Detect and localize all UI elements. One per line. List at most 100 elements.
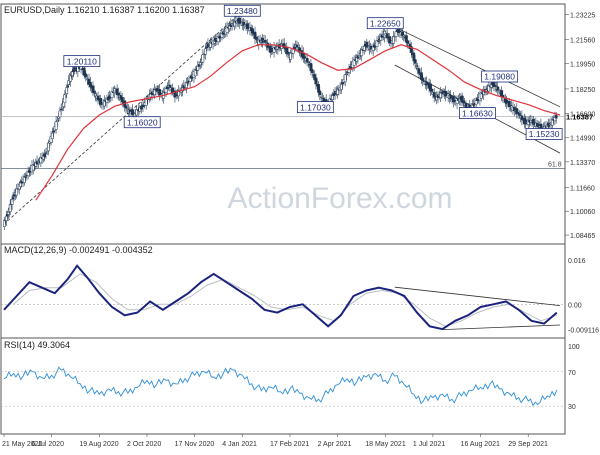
- annotation-label: 1.16020: [127, 117, 158, 127]
- candle-body: [50, 132, 54, 140]
- annotation-box: [223, 4, 261, 17]
- candle-body: [286, 51, 290, 55]
- candle-body: [464, 103, 468, 109]
- annotation-label: 1.16630: [462, 108, 493, 118]
- candle-body: [307, 61, 310, 64]
- annotation-label: 1.20110: [67, 56, 97, 66]
- candle-body: [319, 96, 323, 99]
- candle-body: [124, 105, 128, 109]
- x-axis-label: 4 Jan 2021: [222, 441, 257, 448]
- price-axis-label: 1.11660: [570, 185, 595, 192]
- candle-body: [43, 153, 47, 158]
- rsi-axis-label: 70: [568, 370, 576, 377]
- annotation-label: 1.17030: [300, 102, 331, 112]
- candle-body: [186, 82, 189, 84]
- candle-body: [24, 176, 27, 178]
- candle-body: [343, 74, 347, 83]
- candle-body: [138, 107, 142, 112]
- annotation-label: 1.23480: [227, 6, 258, 16]
- rsi-axis-label: 30: [568, 404, 576, 411]
- candle-body: [385, 33, 389, 39]
- candle-body: [406, 40, 409, 44]
- candle-body: [554, 115, 558, 119]
- candle-body: [164, 88, 168, 94]
- candle-body: [11, 197, 15, 200]
- x-axis-label: 2 Oct 2020: [127, 441, 161, 448]
- price-axis-label: 1.16600: [570, 112, 595, 119]
- candle-body: [120, 97, 124, 103]
- annotation-label: 1.15230: [529, 129, 560, 139]
- candle-body: [314, 77, 318, 85]
- candle-body: [430, 88, 433, 92]
- candle-body: [496, 86, 500, 91]
- candle-body: [135, 109, 138, 116]
- candle-body: [394, 31, 398, 37]
- price-annotation: 1.20110: [63, 55, 101, 68]
- price-annotation: 1.22650: [366, 17, 404, 30]
- candle-body: [421, 77, 425, 81]
- candle-body: [345, 73, 348, 76]
- annotation-box: [525, 128, 563, 140]
- candle-body: [196, 65, 200, 71]
- x-axis-label: 19 Aug 2020: [79, 441, 118, 448]
- price-annotation: 1.16020: [123, 116, 161, 129]
- x-axis-label: 18 May 2021: [365, 441, 406, 448]
- candle-body: [341, 82, 345, 85]
- price-annotation: 1.15230: [525, 128, 563, 140]
- price-annotation: 1.19080: [481, 70, 519, 83]
- candle-body: [92, 90, 96, 94]
- candle-body: [59, 108, 63, 111]
- rsi-line: [3, 366, 558, 407]
- x-axis-label: 17 Feb 2021: [270, 441, 309, 448]
- price-panel-header: EURUSD,Daily 1.16210 1.16387 1.16200 1.1…: [4, 5, 205, 15]
- rsi-axis-label: 100: [568, 344, 580, 351]
- candle-body: [432, 92, 436, 98]
- annotation-label: 1.22650: [370, 18, 401, 28]
- candle-body: [96, 95, 100, 101]
- macd-axis-label: 0.00: [568, 302, 582, 309]
- fib-618-label: 61.8: [548, 162, 562, 169]
- annotation-box: [366, 17, 404, 30]
- candle-body: [413, 59, 417, 64]
- annotation-box: [481, 70, 519, 83]
- candle-body: [171, 87, 174, 93]
- price-axis-label: 1.13370: [570, 160, 595, 167]
- candle-body: [415, 65, 418, 67]
- candle-body: [305, 58, 309, 63]
- x-axis-label: 1 Jul 2021: [413, 441, 445, 448]
- price-annotation: 1.17030: [296, 101, 334, 114]
- candle-body: [84, 73, 88, 78]
- candle-body: [218, 36, 221, 39]
- candle-body: [517, 113, 521, 116]
- candle-body: [140, 105, 143, 110]
- macd-panel-header: MACD(12,26,9) -0.002491 -0.004352: [4, 245, 153, 255]
- x-axis-label: 16 Aug 2021: [461, 441, 500, 448]
- candle-body: [472, 103, 475, 106]
- x-axis-label: 6 Jul 2020: [32, 441, 64, 448]
- watermark-text: ActionForex.com: [227, 182, 452, 215]
- annotation-label: 1.19080: [484, 72, 515, 82]
- candle-body: [295, 44, 299, 48]
- macd-signal-line: [13, 273, 557, 327]
- macd-line: [3, 264, 558, 331]
- current-price-label: 1.16387: [566, 113, 593, 122]
- annotation-box: [458, 107, 496, 119]
- price-annotation: 1.16630: [458, 107, 496, 119]
- candle-body: [417, 68, 421, 74]
- price-axis-label: 1.23225: [570, 13, 595, 20]
- rsi-layer: [1, 366, 565, 407]
- candle-body: [362, 45, 366, 51]
- x-axis-label: 29 Sep 2021: [508, 441, 548, 448]
- candle-body: [402, 34, 406, 37]
- price-axis-label: 1.19950: [570, 62, 595, 69]
- macd-lower-trendline: [442, 324, 561, 331]
- candle-body: [54, 121, 58, 130]
- candle-body: [56, 120, 59, 123]
- candle-body: [392, 36, 395, 44]
- annotation-box: [296, 101, 334, 114]
- candle-body: [263, 40, 267, 43]
- candle-body: [251, 28, 254, 34]
